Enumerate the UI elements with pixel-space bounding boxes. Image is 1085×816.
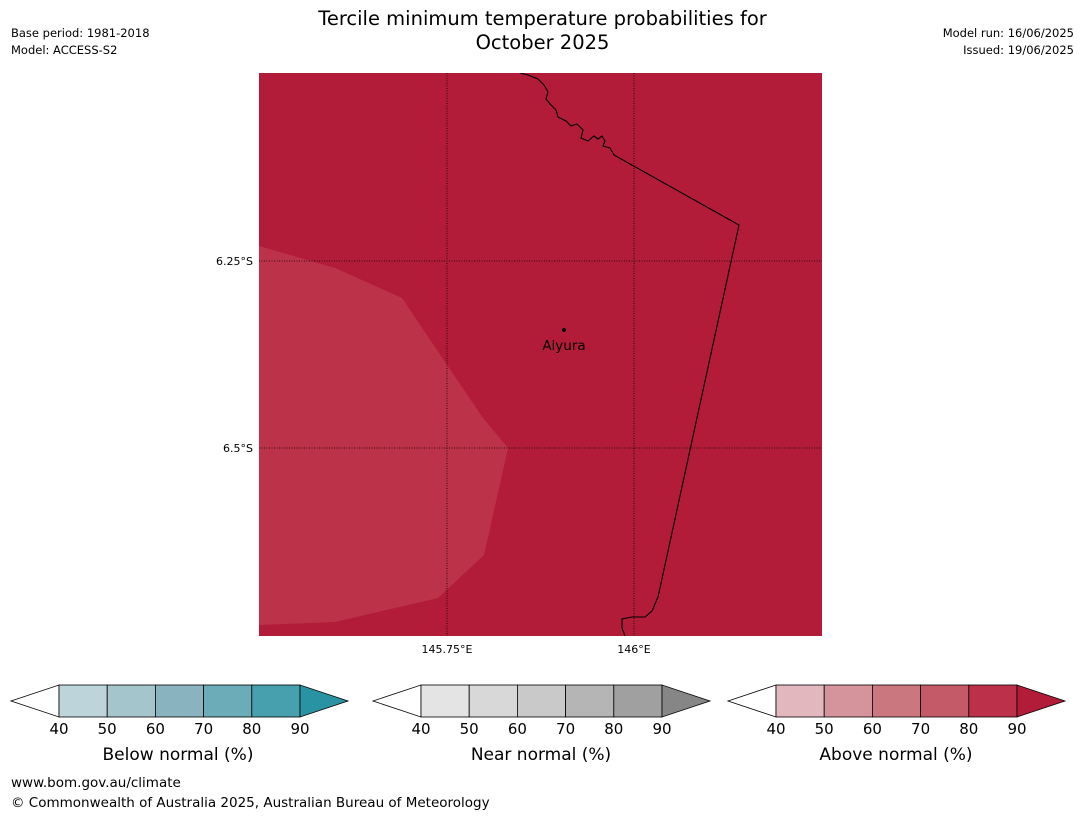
colorbar-tick-label: 50 — [460, 720, 479, 738]
colorbar-label-near: Near normal (%) — [470, 745, 612, 765]
colorbar-below-normal: 40 50 60 70 80 90 — [9, 684, 350, 738]
colorbar-segment — [154, 684, 204, 718]
colorbar-segment — [251, 684, 301, 718]
colorbar-arrow-high — [1016, 684, 1067, 718]
colorbar-tick-label: 60 — [508, 720, 527, 738]
issued-text: Issued: 19/06/2025 — [963, 43, 1074, 57]
colorbar-tick-label: 50 — [98, 720, 117, 738]
lon-label-145.75: 145.75°E — [422, 643, 473, 656]
base-period-text: Base period: 1981-2018 — [11, 26, 150, 40]
colorbar-tick-label: 70 — [556, 720, 575, 738]
colorbar-arrow-low — [9, 684, 60, 718]
colorbar-tick-label: 40 — [766, 720, 785, 738]
colorbar-arrow-high — [299, 684, 350, 718]
lat-label-6.25: 6.25°S — [216, 255, 253, 268]
colorbar-arrow-high — [661, 684, 712, 718]
map-plot-area: Aiyura — [259, 73, 822, 636]
lon-label-146: 146°E — [617, 643, 650, 656]
colorbar-segment — [872, 684, 922, 718]
footer-website: www.bom.gov.au/climate — [11, 775, 181, 791]
colorbars: 40 50 60 70 80 90 40 50 60 70 80 90 40 50 60 70 80 90 — [9, 684, 1067, 738]
colorbar-above-normal: 40 50 60 70 80 90 — [726, 684, 1067, 738]
place-label: Aiyura — [542, 338, 585, 354]
colorbar-tick-label: 60 — [863, 720, 882, 738]
page-title: Tercile minimum temperature probabilitie… — [0, 7, 1085, 55]
colorbar-tick-label: 50 — [815, 720, 834, 738]
colorbar-tick-label: 90 — [1007, 720, 1026, 738]
colorbar-arrow-low — [371, 684, 422, 718]
model-run-text: Model run: 16/06/2025 — [942, 26, 1074, 40]
footer-copyright: © Commonwealth of Australia 2025, Austra… — [11, 795, 490, 811]
colorbar-tick-label: 80 — [242, 720, 261, 738]
colorbar-segment — [468, 684, 518, 718]
title-line-2: October 2025 — [475, 31, 610, 54]
colorbar-label-above: Above normal (%) — [819, 745, 973, 765]
colorbar-segment — [106, 684, 156, 718]
colorbar-tick-label: 70 — [911, 720, 930, 738]
model-text: Model: ACCESS-S2 — [11, 43, 118, 57]
colorbar-segment — [517, 684, 567, 718]
colorbar-segment — [565, 684, 615, 718]
colorbar-label-below: Below normal (%) — [102, 745, 254, 765]
colorbar-segment — [775, 684, 825, 718]
lat-label-6.5: 6.5°S — [223, 442, 253, 455]
colorbar-tick-label: 40 — [49, 720, 68, 738]
colorbar-arrow-low — [726, 684, 777, 718]
colorbar-tick-label: 90 — [290, 720, 309, 738]
header-meta-right: Model run: 16/06/2025 Issued: 19/06/2025 — [943, 25, 1074, 59]
probability-fill-lower — [259, 246, 508, 625]
header-meta-left: Base period: 1981-2018 Model: ACCESS-S2 — [11, 25, 150, 59]
colorbar-segment — [968, 684, 1018, 718]
title-line-1: Tercile minimum temperature probabilitie… — [318, 7, 767, 30]
colorbar-segment — [823, 684, 873, 718]
colorbar-tick-label: 60 — [146, 720, 165, 738]
colorbar-tick-label: 40 — [411, 720, 430, 738]
colorbar-segment — [920, 684, 970, 718]
colorbar-segment — [613, 684, 663, 718]
colorbar-tick-label: 80 — [959, 720, 978, 738]
map-canvas: Aiyura 6.25°S 6.5°S 145.75°E 146°E — [216, 73, 822, 656]
colorbar-tick-label: 80 — [604, 720, 623, 738]
colorbar-tick-label: 90 — [652, 720, 671, 738]
colorbar-segment — [203, 684, 253, 718]
colorbar-segment — [58, 684, 108, 718]
colorbar-tick-label: 70 — [194, 720, 213, 738]
colorbar-near-normal: 40 50 60 70 80 90 — [371, 684, 712, 738]
coastline-border — [519, 73, 740, 636]
location-dot-icon — [562, 328, 566, 332]
colorbar-segment — [420, 684, 470, 718]
